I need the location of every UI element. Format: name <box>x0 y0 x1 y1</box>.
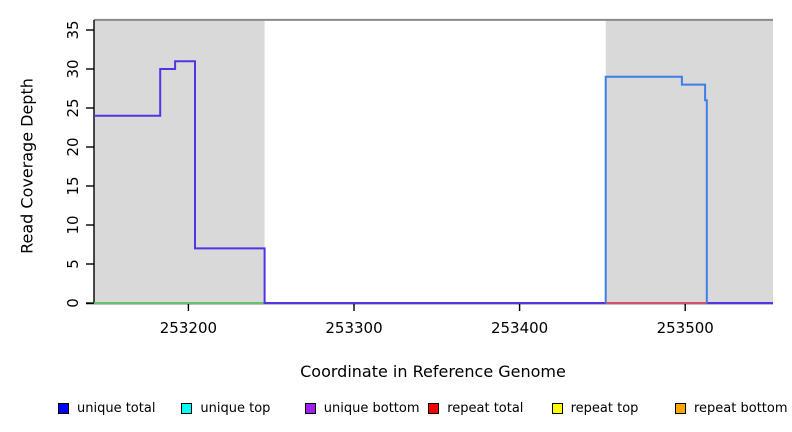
legend-swatch-unique-bottom <box>304 402 316 414</box>
repeat-region-left-shade <box>94 20 265 303</box>
legend-label: repeat total <box>447 400 524 416</box>
series-unique-coverage-left-violet <box>94 60 773 304</box>
legend-label: unique top <box>200 400 271 416</box>
x-axis-tick-label: 253200 <box>160 319 217 337</box>
legend-label: repeat bottom <box>694 400 788 416</box>
legend-item-repeat-total: repeat total <box>428 400 524 416</box>
x-axis-tick-label: 253400 <box>491 319 548 337</box>
legend-swatch-unique-top <box>181 402 193 414</box>
y-axis-tick-label: 0 <box>64 298 82 308</box>
x-axis-tick-label: 253300 <box>325 319 382 337</box>
legend-swatch-unique-total <box>58 402 69 414</box>
legend-item-repeat-top: repeat top <box>551 400 639 416</box>
y-axis-title: Read Coverage Depth <box>17 78 37 254</box>
legend-label: unique total <box>77 400 156 416</box>
y-axis-tick-label: 15 <box>64 176 82 195</box>
x-axis-title: Coordinate in Reference Genome <box>300 362 566 381</box>
y-axis-tick-label: 30 <box>64 59 82 78</box>
y-axis-tick-label: 5 <box>64 259 82 269</box>
series-unique-coverage-right-blue <box>604 75 708 303</box>
legend-label: repeat top <box>570 400 639 416</box>
legend-item-repeat-bottom: repeat bottom <box>675 400 788 416</box>
y-axis-tick-label: 10 <box>64 215 82 234</box>
y-axis-tick-label: 25 <box>64 98 82 117</box>
legend-item-unique-total: unique total <box>58 400 156 416</box>
legend-swatch-repeat-top <box>551 402 563 414</box>
y-axis-tick-label: 35 <box>64 20 82 39</box>
legend-item-unique-top: unique top <box>181 400 271 416</box>
legend-swatch-repeat-total <box>428 402 440 414</box>
legend-item-unique-bottom: unique bottom <box>304 400 420 416</box>
repeat-region-right-shade <box>605 20 773 303</box>
x-axis-tick-label: 253500 <box>657 319 714 337</box>
y-axis-tick-label: 20 <box>64 137 82 156</box>
legend-label: unique bottom <box>323 400 420 416</box>
legend-swatch-repeat-bottom <box>675 402 686 414</box>
